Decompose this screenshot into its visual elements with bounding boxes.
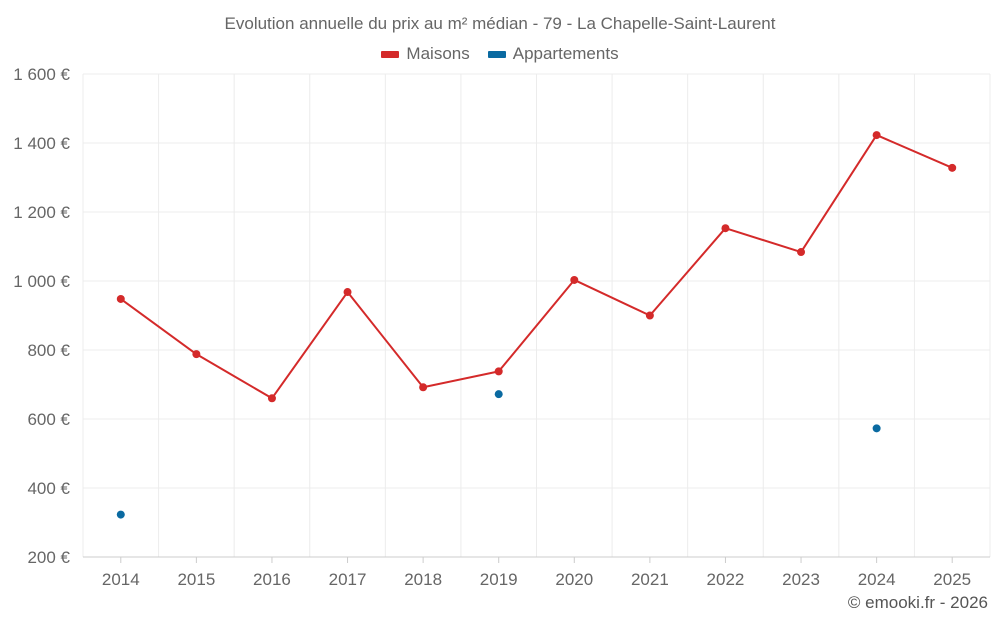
chart-title: Evolution annuelle du prix au m² médian … — [224, 14, 776, 33]
legend-label-appartements: Appartements — [512, 44, 619, 63]
data-point-maisons — [721, 224, 730, 233]
x-tick-label: 2015 — [177, 570, 215, 589]
data-point-maisons — [267, 394, 276, 403]
x-tick-label: 2021 — [631, 570, 669, 589]
data-point-maisons — [872, 131, 881, 140]
legend-swatch-maisons — [381, 50, 400, 58]
x-tick-label: 2018 — [404, 570, 442, 589]
y-tick-label: 1 400 € — [13, 134, 70, 153]
data-point-maisons — [419, 383, 428, 392]
y-tick-label: 1 600 € — [13, 65, 70, 84]
data-point-maisons — [116, 294, 125, 303]
x-tick-label: 2020 — [555, 570, 593, 589]
data-point-maisons — [797, 248, 806, 257]
x-tick-label: 2019 — [480, 570, 518, 589]
legend-label-maisons: Maisons — [406, 44, 470, 63]
data-point-maisons — [645, 311, 654, 320]
legend: Maisons Appartements — [0, 44, 1000, 64]
legend-item-maisons[interactable]: Maisons — [381, 44, 470, 64]
legend-swatch-appartements — [487, 50, 506, 58]
x-tick-label: 2014 — [102, 570, 140, 589]
y-tick-label: 200 € — [27, 548, 70, 567]
y-tick-label: 800 € — [27, 341, 70, 360]
x-tick-label: 2022 — [707, 570, 745, 589]
data-point-appartements — [494, 390, 503, 399]
x-tick-label: 2016 — [253, 570, 291, 589]
data-point-appartements — [872, 424, 881, 433]
x-tick-label: 2024 — [858, 570, 896, 589]
y-tick-label: 400 € — [27, 479, 70, 498]
legend-item-appartements[interactable]: Appartements — [487, 44, 619, 64]
data-point-maisons — [343, 288, 352, 297]
x-tick-label: 2023 — [782, 570, 820, 589]
x-tick-label: 2017 — [329, 570, 367, 589]
data-point-appartements — [116, 510, 125, 519]
series-line-maisons — [120, 134, 953, 400]
y-tick-label: 1 200 € — [13, 203, 70, 222]
y-tick-label: 1 000 € — [13, 272, 70, 291]
credit-text: © emooki.fr - 2026 — [847, 593, 988, 612]
data-point-maisons — [948, 163, 957, 172]
y-tick-label: 600 € — [27, 410, 70, 429]
x-tick-label: 2025 — [933, 570, 971, 589]
data-point-maisons — [570, 275, 579, 284]
data-point-maisons — [494, 367, 503, 376]
data-point-maisons — [192, 350, 201, 359]
